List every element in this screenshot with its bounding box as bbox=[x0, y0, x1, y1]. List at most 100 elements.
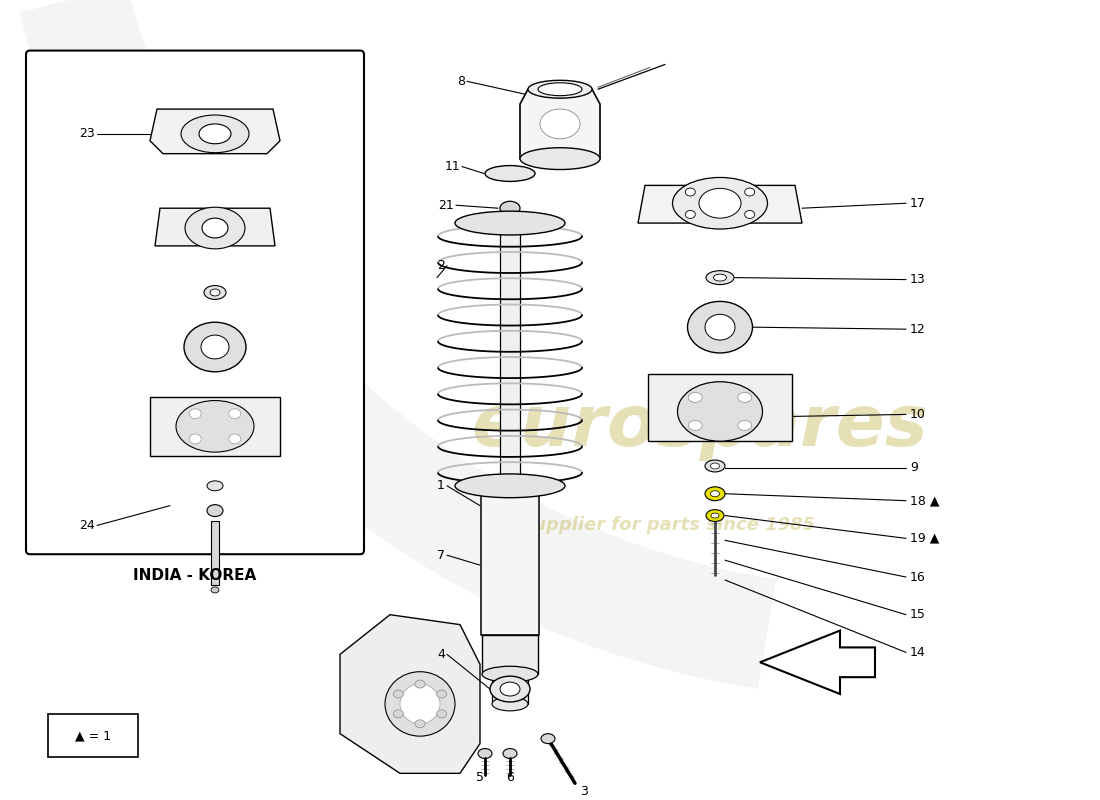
Ellipse shape bbox=[685, 188, 695, 196]
Ellipse shape bbox=[745, 210, 755, 218]
Ellipse shape bbox=[698, 188, 741, 218]
Ellipse shape bbox=[689, 421, 702, 430]
Bar bbox=[482, 634, 538, 674]
Polygon shape bbox=[150, 397, 280, 456]
Ellipse shape bbox=[688, 302, 752, 353]
Text: 13: 13 bbox=[910, 273, 926, 286]
Ellipse shape bbox=[478, 749, 492, 758]
Ellipse shape bbox=[481, 478, 539, 494]
Ellipse shape bbox=[714, 274, 726, 281]
Text: 1: 1 bbox=[437, 479, 446, 492]
Text: 15: 15 bbox=[910, 608, 926, 621]
Ellipse shape bbox=[738, 421, 751, 430]
Ellipse shape bbox=[541, 734, 556, 743]
Ellipse shape bbox=[540, 109, 580, 139]
Text: 21: 21 bbox=[438, 198, 454, 212]
Ellipse shape bbox=[210, 289, 220, 296]
Ellipse shape bbox=[706, 510, 724, 522]
Ellipse shape bbox=[184, 322, 246, 372]
Ellipse shape bbox=[738, 393, 751, 402]
Text: 12: 12 bbox=[910, 322, 926, 336]
Ellipse shape bbox=[437, 690, 447, 698]
Ellipse shape bbox=[400, 684, 440, 724]
Ellipse shape bbox=[672, 178, 768, 229]
Text: 14: 14 bbox=[910, 646, 926, 659]
Ellipse shape bbox=[678, 382, 762, 441]
Text: 10: 10 bbox=[910, 408, 926, 421]
Ellipse shape bbox=[437, 710, 447, 718]
Ellipse shape bbox=[500, 682, 520, 696]
Ellipse shape bbox=[385, 672, 455, 736]
Ellipse shape bbox=[705, 314, 735, 340]
Ellipse shape bbox=[482, 666, 538, 682]
Text: 11: 11 bbox=[444, 160, 460, 173]
Ellipse shape bbox=[207, 481, 223, 490]
Text: 2: 2 bbox=[437, 259, 446, 272]
Ellipse shape bbox=[745, 188, 755, 196]
Ellipse shape bbox=[182, 115, 249, 153]
Polygon shape bbox=[648, 374, 792, 441]
Text: 3: 3 bbox=[580, 786, 587, 798]
Text: 17: 17 bbox=[910, 197, 926, 210]
Polygon shape bbox=[638, 186, 802, 223]
Text: 5: 5 bbox=[476, 771, 484, 784]
Text: 9: 9 bbox=[910, 462, 917, 474]
Text: a supplier for parts since 1985: a supplier for parts since 1985 bbox=[505, 517, 815, 534]
Ellipse shape bbox=[204, 286, 226, 299]
Text: 6: 6 bbox=[506, 771, 514, 784]
Ellipse shape bbox=[202, 218, 228, 238]
Ellipse shape bbox=[705, 487, 725, 501]
Ellipse shape bbox=[394, 690, 404, 698]
Ellipse shape bbox=[189, 434, 201, 444]
FancyBboxPatch shape bbox=[26, 50, 364, 554]
Ellipse shape bbox=[528, 80, 592, 98]
Ellipse shape bbox=[538, 82, 582, 96]
Ellipse shape bbox=[500, 202, 520, 215]
Ellipse shape bbox=[394, 710, 404, 718]
Ellipse shape bbox=[185, 207, 245, 249]
Ellipse shape bbox=[689, 393, 702, 402]
Bar bbox=[492, 674, 528, 704]
Polygon shape bbox=[155, 208, 275, 246]
Ellipse shape bbox=[705, 460, 725, 472]
Polygon shape bbox=[520, 90, 600, 158]
Ellipse shape bbox=[199, 124, 231, 144]
Ellipse shape bbox=[711, 490, 719, 497]
Text: ▲ = 1: ▲ = 1 bbox=[75, 729, 111, 742]
Ellipse shape bbox=[415, 680, 425, 688]
Text: 4: 4 bbox=[437, 648, 446, 661]
Ellipse shape bbox=[229, 409, 241, 418]
Polygon shape bbox=[340, 614, 480, 774]
Ellipse shape bbox=[211, 587, 219, 593]
Ellipse shape bbox=[520, 148, 600, 170]
Ellipse shape bbox=[455, 211, 565, 235]
Text: eurospares: eurospares bbox=[472, 392, 928, 461]
Bar bbox=[481, 486, 539, 634]
Ellipse shape bbox=[207, 505, 223, 517]
Text: 7: 7 bbox=[437, 549, 446, 562]
Text: 19 ▲: 19 ▲ bbox=[910, 532, 939, 545]
Ellipse shape bbox=[503, 749, 517, 758]
Ellipse shape bbox=[485, 166, 535, 182]
Ellipse shape bbox=[706, 270, 734, 285]
Text: 24: 24 bbox=[79, 519, 95, 532]
Ellipse shape bbox=[455, 474, 565, 498]
Ellipse shape bbox=[189, 409, 201, 418]
Ellipse shape bbox=[490, 676, 530, 702]
Bar bbox=[48, 714, 138, 758]
Polygon shape bbox=[760, 630, 874, 694]
Ellipse shape bbox=[229, 434, 241, 444]
Ellipse shape bbox=[415, 720, 425, 728]
Text: INDIA - KOREA: INDIA - KOREA bbox=[133, 568, 256, 583]
Ellipse shape bbox=[685, 210, 695, 218]
Text: 16: 16 bbox=[910, 570, 926, 583]
Polygon shape bbox=[150, 109, 280, 154]
Ellipse shape bbox=[492, 697, 528, 711]
Ellipse shape bbox=[201, 335, 229, 359]
Text: 18 ▲: 18 ▲ bbox=[910, 494, 939, 507]
Ellipse shape bbox=[176, 401, 254, 452]
Ellipse shape bbox=[711, 513, 719, 518]
Text: 23: 23 bbox=[79, 127, 95, 140]
Bar bbox=[500, 216, 520, 476]
Text: 8: 8 bbox=[456, 74, 465, 88]
